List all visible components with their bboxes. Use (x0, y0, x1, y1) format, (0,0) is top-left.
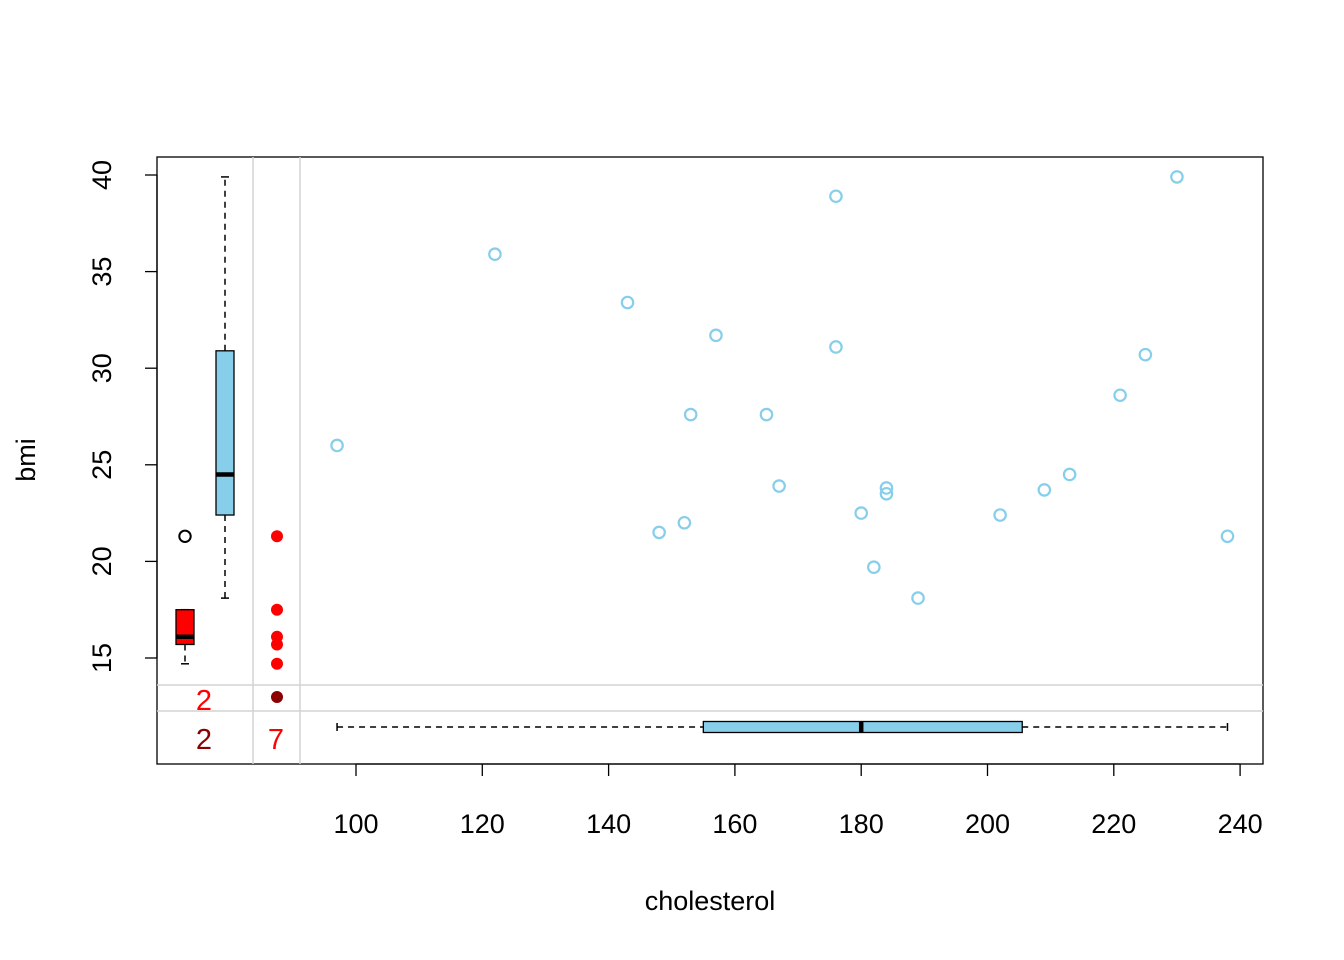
data-point (1138, 347, 1153, 362)
data-point (993, 508, 1007, 522)
y-tick-label: 20 (87, 546, 117, 576)
y-tick-label: 30 (87, 353, 117, 383)
missing-margin-lines (157, 157, 1263, 764)
data-point (1170, 170, 1184, 184)
observed-points (330, 170, 1235, 605)
y-axis: 15 20 25 30 35 40 (87, 160, 158, 673)
data-point (652, 525, 666, 540)
data-point (683, 407, 698, 422)
plot-frame (156, 156, 1264, 765)
data-point (879, 486, 894, 501)
data-point (772, 479, 786, 493)
data-point (677, 515, 692, 530)
x-axis: 100 120 140 160 180 200 220 240 (333, 763, 1263, 839)
y-tick-label: 15 (87, 643, 117, 673)
x-tick-label: 220 (1091, 809, 1136, 839)
missing-cholesterol-point (271, 603, 283, 616)
data-point (854, 506, 868, 520)
box-outlier-point (178, 529, 192, 543)
bmi-boxplot-observed (215, 176, 235, 599)
data-point (1220, 529, 1235, 544)
data-point (879, 481, 894, 495)
x-tick-label: 120 (460, 809, 505, 839)
marginal-boxplots (175, 176, 1229, 734)
data-point (1037, 483, 1052, 497)
y-axis-label: bmi (11, 438, 41, 482)
missing-cholesterol-point (271, 657, 283, 670)
x-tick-label: 240 (1218, 809, 1263, 839)
data-point (1113, 388, 1127, 403)
data-point (709, 328, 723, 343)
x-tick-label: 200 (965, 809, 1010, 839)
box-body (215, 350, 235, 516)
missing-cholesterol-point (271, 530, 283, 543)
data-point (867, 560, 881, 574)
data-point (330, 438, 344, 453)
data-point (1062, 467, 1077, 482)
y-tick-label: 40 (87, 160, 117, 190)
x-axis-label: cholesterol (645, 886, 776, 916)
cholesterol-boxplot-observed (336, 720, 1229, 734)
missing-cholesterol-point (271, 638, 283, 651)
data-point (829, 189, 843, 204)
y-tick-label: 35 (87, 257, 117, 287)
count-both-missing: 2 (196, 724, 212, 756)
data-point (759, 407, 774, 422)
data-point (911, 591, 925, 605)
bmi-boxplot-missing-cholesterol (175, 529, 195, 665)
both-missing-point (271, 691, 283, 703)
count-missing-bmi: 7 (268, 724, 284, 756)
box-body (175, 609, 195, 646)
missing-cholesterol-points (271, 530, 283, 703)
x-tick-label: 140 (586, 809, 631, 839)
y-tick-label: 25 (87, 450, 117, 480)
x-tick-label: 160 (712, 809, 757, 839)
data-point (488, 247, 502, 262)
data-point (829, 340, 843, 354)
x-tick-label: 100 (333, 809, 378, 839)
x-tick-label: 180 (839, 809, 884, 839)
missing-counts: 2 2 7 (196, 685, 284, 756)
data-point (620, 295, 635, 310)
count-missing-cholesterol: 2 (196, 685, 212, 717)
